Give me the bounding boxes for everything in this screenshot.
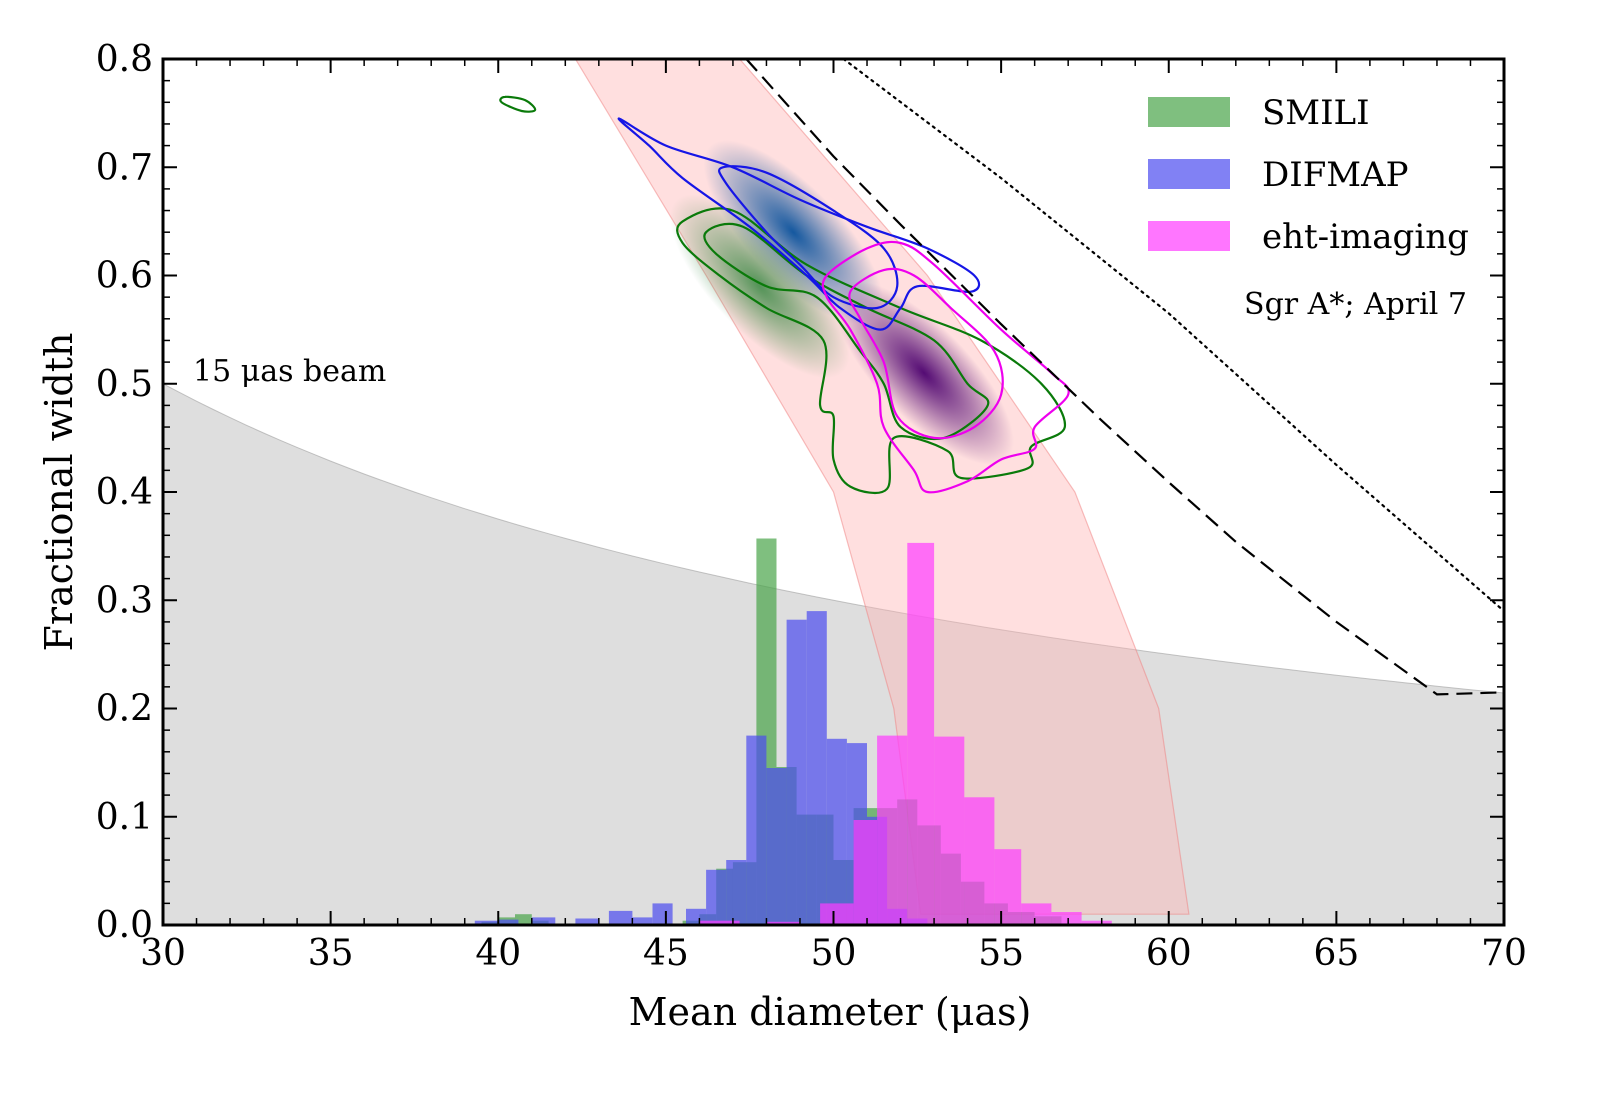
hist-bar-eht-imaging-4 <box>877 735 908 925</box>
hist-bar-eht-imaging-10 <box>1051 912 1082 925</box>
x-tick-label-30: 30 <box>140 933 186 974</box>
x-tick-label-70: 70 <box>1481 933 1527 974</box>
hist-bar-difmap-5 <box>632 917 653 925</box>
legend: SMILI DIFMAP eht-imaging <box>1148 93 1469 257</box>
hist-bar-eht-imaging-0 <box>699 920 740 925</box>
density-layer <box>669 140 1014 465</box>
x-tick-label-35: 35 <box>308 933 354 974</box>
contour-smili-outlier <box>499 95 537 113</box>
y-tick-label-1: 0.1 <box>96 797 153 838</box>
y-tick-label-8: 0.8 <box>96 39 153 80</box>
y-axis-title: Fractional width <box>37 333 81 652</box>
hist-bar-eht-imaging-1 <box>766 921 800 925</box>
y-tick-label-5: 0.5 <box>96 364 153 405</box>
density-peak-difmap <box>703 140 884 325</box>
x-tick-label-60: 60 <box>1146 933 1192 974</box>
y-tick-label-3: 0.3 <box>96 580 153 621</box>
histogram-layer <box>474 538 1112 925</box>
hist-bar-difmap-4 <box>608 910 633 925</box>
y-tick-label-7: 0.7 <box>96 147 153 188</box>
hist-bar-difmap-12 <box>786 619 807 925</box>
hist-bar-eht-imaging-9 <box>1021 903 1052 925</box>
density-peak-smili <box>669 194 850 379</box>
source-annotation: Sgr A*; April 7 <box>1244 287 1467 322</box>
hist-bar-difmap-1 <box>498 919 519 925</box>
hist-bar-eht-imaging-7 <box>964 797 995 925</box>
hist-bar-difmap-9 <box>726 860 747 925</box>
contour-layer <box>499 95 1070 495</box>
beam-region <box>163 383 1504 925</box>
hist-bar-eht-imaging-8 <box>994 849 1022 925</box>
contour-smili-0 <box>676 207 1066 495</box>
hist-bar-smili-2 <box>515 914 532 925</box>
hist-bar-difmap-11 <box>766 768 787 925</box>
hist-bar-difmap-2 <box>531 917 556 925</box>
contour-difmap-0 <box>617 117 981 331</box>
y-tick-label-0: 0.0 <box>96 905 153 946</box>
hist-bar-difmap-3 <box>575 918 599 925</box>
hist-bar-eht-imaging-5 <box>907 542 935 925</box>
legend-swatch-smili <box>1148 97 1230 127</box>
legend-label-smili: SMILI <box>1262 93 1370 133</box>
legend-swatch-difmap <box>1148 159 1230 189</box>
legend-label-eht-imaging: eht-imaging <box>1262 217 1469 257</box>
hist-bar-difmap-6 <box>652 903 673 925</box>
hist-bar-difmap-13 <box>806 611 827 925</box>
contour-eht-imaging-1 <box>848 267 1004 440</box>
hist-bar-difmap-14 <box>826 738 847 925</box>
legend-swatch-eht-imaging <box>1148 221 1230 251</box>
x-tick-label-55: 55 <box>978 933 1024 974</box>
y-tick-label-4: 0.4 <box>96 472 153 513</box>
x-tick-label-50: 50 <box>811 933 857 974</box>
hist-bar-eht-imaging-2 <box>820 903 854 925</box>
density-peak-eht-imaging <box>834 280 1014 465</box>
curve-dashed <box>745 59 1504 696</box>
y-tick-label-2: 0.2 <box>96 689 153 730</box>
contour-eht-imaging-0 <box>821 240 1070 494</box>
hist-bar-difmap-0 <box>474 920 499 925</box>
y-tick-label-6: 0.6 <box>96 256 153 297</box>
x-axis-title: Mean diameter (μas) <box>629 990 1032 1034</box>
hist-bar-difmap-10 <box>746 735 767 925</box>
x-tick-label-65: 65 <box>1313 933 1359 974</box>
hist-bar-eht-imaging-6 <box>934 736 965 925</box>
hist-bar-difmap-8 <box>706 869 727 925</box>
curve-layer <box>745 59 1504 696</box>
axes-layer: 30 35 40 45 50 55 60 65 70 0.0 0.1 0.2 0.3 0.4 0.5 0.6 0… <box>96 39 1527 974</box>
x-tick-label-40: 40 <box>475 933 521 974</box>
curve-dotted <box>842 59 1504 613</box>
contour-difmap-1 <box>718 165 899 310</box>
x-tick-label-45: 45 <box>643 933 689 974</box>
beam-annotation: 15 μas beam <box>193 354 386 389</box>
hist-bar-eht-imaging-11 <box>1081 920 1112 925</box>
legend-label-difmap: DIFMAP <box>1262 155 1409 195</box>
hist-bar-eht-imaging-3 <box>853 820 878 925</box>
